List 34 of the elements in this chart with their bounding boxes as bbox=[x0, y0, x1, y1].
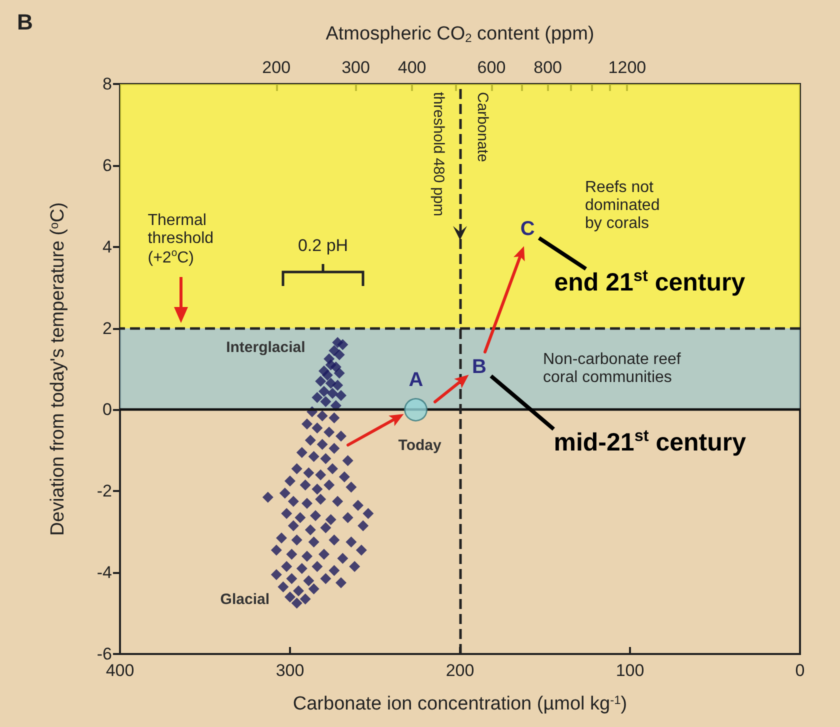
annotation: Interglacial bbox=[226, 339, 306, 356]
y-tick-label: 4 bbox=[102, 237, 112, 256]
y-tick-label: -2 bbox=[96, 482, 112, 501]
chart-title: B bbox=[17, 10, 33, 34]
x-tick-label: 100 bbox=[616, 661, 644, 680]
annotation: Glacial bbox=[220, 590, 270, 608]
annotation: Thermal threshold (+2$^{o}$C) bbox=[148, 212, 215, 268]
x2-tick-label: 600 bbox=[477, 58, 506, 77]
y-tick-label: -4 bbox=[96, 563, 112, 582]
y-tick-label: 8 bbox=[102, 74, 112, 94]
x-tick-label: 300 bbox=[276, 661, 304, 680]
annotation: Today bbox=[398, 437, 442, 454]
x-tick-label: 400 bbox=[106, 661, 134, 680]
y-tick-label: -6 bbox=[96, 644, 112, 664]
y-axis-title: Deviation from today's temperature (oC) bbox=[47, 202, 68, 536]
band-label: Reefs not dominated by corals bbox=[585, 178, 661, 234]
y-tick-label: 2 bbox=[102, 318, 112, 338]
band-label: Non-carbonate reef coral communities bbox=[543, 350, 682, 388]
text: Carbonate threshold 480 ppm bbox=[430, 92, 491, 216]
y-tick-label: 6 bbox=[102, 156, 112, 175]
x-tick-label: 200 bbox=[446, 661, 474, 680]
x2-tick-label: 400 bbox=[398, 58, 426, 77]
annotation: C bbox=[520, 218, 535, 242]
annotation: B bbox=[472, 356, 486, 380]
x2-tick-label: 800 bbox=[534, 58, 562, 77]
annotation: end 21$^{st}$ century bbox=[554, 266, 746, 297]
x2-tick-label: 300 bbox=[342, 58, 370, 77]
annotation: A bbox=[408, 369, 424, 392]
y-tick-label: 0 bbox=[102, 400, 112, 420]
x2-tick-label: 200 bbox=[262, 58, 291, 77]
x-tick-label: 0 bbox=[795, 661, 805, 680]
annotation: 0.2 pH bbox=[298, 236, 348, 256]
annotation: mid-21$^{st}$ century bbox=[554, 426, 746, 458]
x2-tick-label: 1200 bbox=[608, 58, 646, 77]
